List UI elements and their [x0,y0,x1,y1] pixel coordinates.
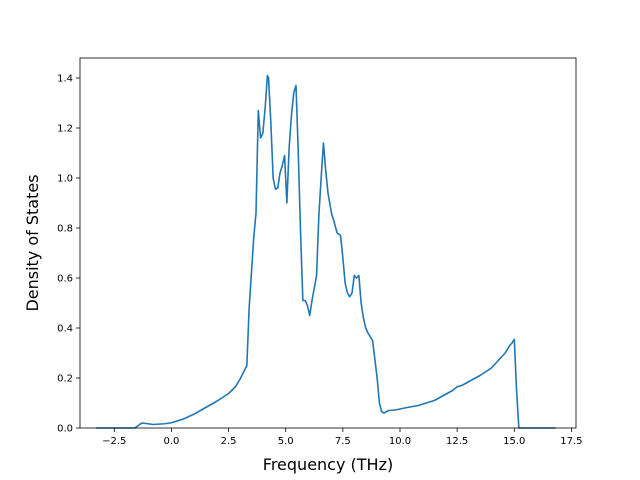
x-axis-ticks: −2.5 0.0 2.5 5.0 7.5 10.0 12.5 15.0 17.5 [102,428,583,447]
x-tick-label: 0.0 [163,436,179,447]
dos-series-line [96,74,556,429]
y-tick-label: 0.8 [57,224,73,235]
y-axis-label: Density of States [23,174,42,311]
x-axis-label: Frequency (THz) [263,455,393,474]
y-tick-label: 1.2 [57,124,73,135]
y-tick-label: 0.4 [57,324,73,335]
x-tick-label: 12.5 [446,436,468,447]
plot-frame [79,57,577,429]
y-tick-label: 0.0 [57,424,73,435]
plot-area [96,74,556,429]
y-tick-label: 1.0 [57,174,73,185]
x-tick-label: 15.0 [503,436,525,447]
y-tick-label: 0.6 [57,274,73,285]
y-tick-label: 0.2 [57,374,73,385]
x-tick-label: 10.0 [389,436,411,447]
x-tick-label: −2.5 [102,436,126,447]
x-tick-label: 2.5 [221,436,237,447]
y-axis-ticks: 0.0 0.2 0.4 0.6 0.8 1.0 1.2 1.4 [57,74,80,435]
y-tick-label: 1.4 [57,74,73,85]
x-tick-label: 17.5 [560,436,582,447]
x-tick-label: 5.0 [278,436,294,447]
x-tick-label: 7.5 [335,436,351,447]
